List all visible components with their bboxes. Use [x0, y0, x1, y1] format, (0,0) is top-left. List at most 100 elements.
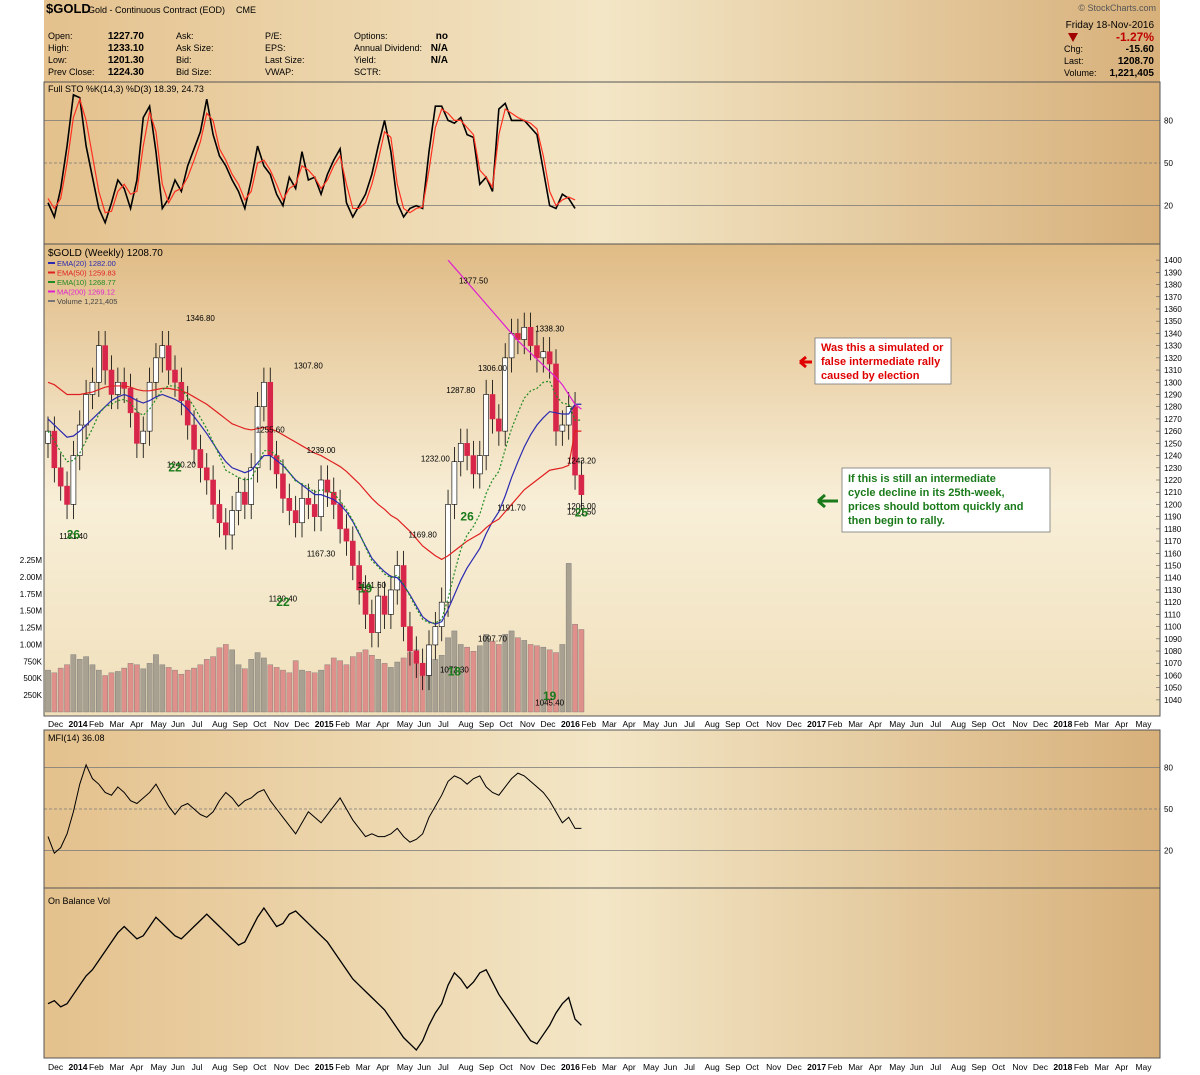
time-axis-label: Aug — [458, 1062, 473, 1072]
obv-background — [44, 888, 1160, 1058]
price-tick-label: 1080 — [1164, 647, 1182, 656]
time-axis-label: Aug — [951, 719, 966, 729]
ema20-line — [47, 393, 582, 625]
time-axis-label: Apr — [1115, 1062, 1128, 1072]
header-background — [44, 0, 1160, 82]
candle-body — [356, 565, 362, 591]
price-tick-label: 1170 — [1164, 537, 1182, 546]
price-tick-label: 1360 — [1164, 305, 1182, 314]
price-tick-label: 1120 — [1164, 598, 1182, 607]
volume-bar — [496, 644, 502, 713]
cycle-count: 22 — [276, 595, 290, 609]
price-tick-label: 1140 — [1164, 574, 1182, 583]
volume-bar — [153, 654, 159, 713]
time-axis-label: Mar — [848, 719, 863, 729]
time-axis-label: Nov — [520, 1062, 536, 1072]
time-axis-label: Apr — [869, 1062, 882, 1072]
volume-bar — [337, 660, 343, 713]
time-axis-label: Jul — [438, 1062, 449, 1072]
candle-body — [540, 351, 547, 359]
volume-bar — [191, 667, 197, 713]
time-axis-label: 2018 — [1053, 719, 1072, 729]
volume-bar — [45, 669, 51, 713]
time-axis-label: May — [889, 719, 906, 729]
header-field-label: P/E: — [265, 31, 282, 41]
candle-body — [248, 467, 254, 505]
volume-bar — [381, 663, 388, 713]
candle-body — [267, 381, 274, 456]
candle-body — [369, 614, 375, 634]
candle-body — [140, 430, 147, 444]
volume-bar — [83, 656, 89, 713]
volume-bar — [146, 663, 153, 713]
price-tick-label: 1200 — [1164, 500, 1182, 509]
time-axis-label: Mar — [110, 719, 125, 729]
candle-body — [521, 326, 528, 340]
candle-body — [464, 443, 470, 456]
time-axis-lower: Dec 2014 Feb Mar Apr May Jun Jul Aug Sep Oct Nov Dec… — [48, 1062, 1152, 1072]
price-tick-label: 1180 — [1164, 525, 1182, 534]
volume-bar — [292, 660, 299, 713]
price-title: $GOLD (Weekly) 1208.70 — [48, 248, 163, 259]
header-symbol: $GOLD — [46, 1, 91, 16]
volume-bar — [127, 663, 134, 713]
time-axis-label: Mar — [602, 1062, 617, 1072]
candle-body — [470, 455, 477, 475]
volume-bar — [203, 659, 210, 713]
volume-bar — [559, 644, 566, 713]
low-label: 1243.20 — [567, 457, 596, 466]
volume-bar — [178, 673, 185, 713]
volume-bar — [362, 649, 369, 713]
time-axis-label: Feb — [1074, 719, 1089, 729]
time-axis-label: May — [151, 719, 168, 729]
time-axis-label: Dec — [540, 719, 556, 729]
candle-body — [299, 498, 305, 524]
header-field-label: Low: — [48, 55, 67, 65]
down-arrow-icon — [1068, 33, 1078, 42]
time-axis-label: Oct — [253, 1062, 267, 1072]
price-tick-label: 1320 — [1164, 354, 1182, 363]
price-tick-label: 1300 — [1164, 378, 1182, 387]
time-axis-label: 2014 — [69, 719, 88, 729]
header-right-value: 1,221,405 — [1110, 68, 1155, 79]
time-axis-label: Oct — [746, 1062, 760, 1072]
high-label: 1255.60 — [256, 426, 285, 435]
time-axis-label: Dec — [1033, 1062, 1049, 1072]
candle-body — [457, 443, 464, 462]
candle-body — [172, 369, 178, 383]
candle-body — [337, 504, 343, 530]
header-field-label: VWAP: — [265, 67, 294, 77]
candle-body — [292, 510, 299, 524]
candle-body — [305, 498, 312, 505]
candle-body — [527, 326, 534, 346]
sto-series-d — [47, 97, 576, 214]
time-axis-label: Sep — [479, 1062, 494, 1072]
high-label: 1338.30 — [535, 324, 564, 333]
time-axis-label: Aug — [212, 1062, 227, 1072]
ma200-line — [447, 259, 582, 410]
low-label: 1045.40 — [535, 698, 564, 707]
svg-text:If this is still an intermedia: If this is still an intermediate cycle d… — [848, 473, 1026, 527]
header-field-value: 1201.30 — [108, 55, 145, 66]
volume-bar — [229, 649, 235, 713]
price-frame — [43, 243, 1161, 717]
time-axis-label: Dec — [540, 1062, 556, 1072]
header-field-label: Options: — [354, 31, 388, 41]
candle-body — [578, 474, 585, 495]
candle-body — [89, 381, 96, 395]
volume-bar — [483, 634, 489, 713]
high-label: 1306.00 — [478, 364, 507, 373]
header-fields: Open: 1227.70 High: 1233.10 Low: 1201.30 Prev … — [48, 31, 1154, 79]
time-axis-label: Apr — [376, 719, 389, 729]
header-field-label: Bid Size: — [176, 67, 212, 77]
header-date: Friday 18-Nov-2016 — [1066, 20, 1155, 31]
time-axis-label: Mar — [356, 1062, 371, 1072]
price-tick-label: 1250 — [1164, 439, 1182, 448]
volume-bar — [299, 669, 305, 713]
candle-body — [375, 595, 382, 634]
time-axis-label: 2016 — [561, 719, 580, 729]
price-tick-label: 1350 — [1164, 317, 1182, 326]
time-axis-label: 2017 — [807, 719, 826, 729]
time-axis-label: Sep — [725, 1062, 740, 1072]
time-axis-label: Sep — [971, 1062, 986, 1072]
